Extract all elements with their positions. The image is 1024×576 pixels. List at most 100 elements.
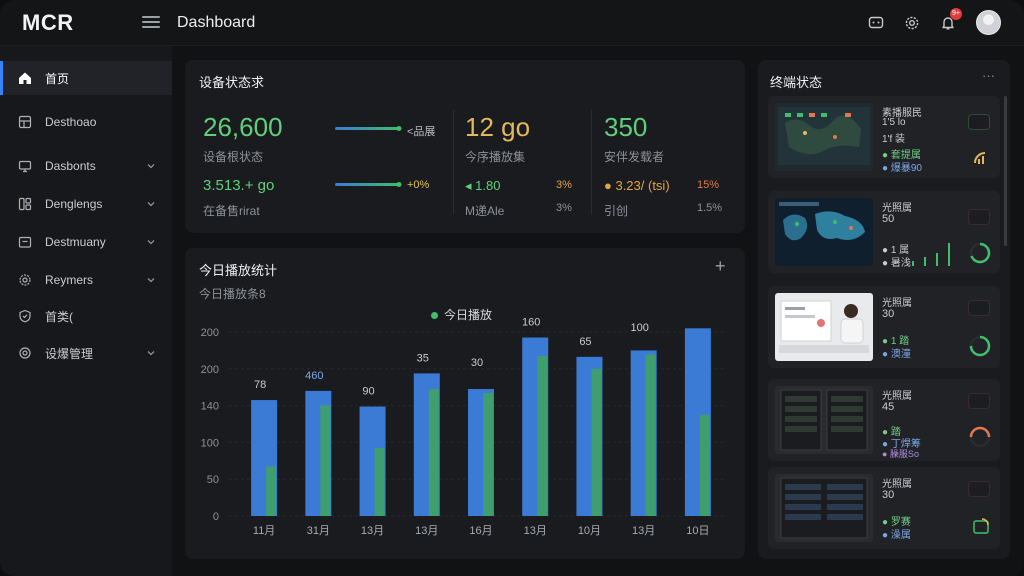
legend-marker (431, 312, 438, 320)
terminal-status: ● 1 踏 (882, 336, 910, 347)
page-title: Dashboard (177, 14, 256, 31)
stat-secondary-label: 引创 (604, 204, 629, 218)
sidebar-item-dasbonts[interactable]: Dasbonts (0, 149, 172, 183)
terminal-item[interactable]: 光照属 45 ● 踏 ● 丁焊筹 ● 臊服So (768, 379, 1000, 461)
progress-ring (969, 242, 991, 264)
terminal-info: 1'f 装 (882, 134, 906, 145)
bar-segment (483, 393, 493, 516)
card-title: 设备状态求 (199, 75, 265, 90)
stat-secondary-label: M递Ale (465, 204, 505, 218)
y-tick-label: 200 (201, 364, 219, 376)
chevron-down-icon (147, 164, 155, 169)
more-options-button[interactable]: ··· (982, 68, 995, 83)
data-label: 78 (254, 379, 266, 391)
message-icon[interactable] (865, 12, 887, 34)
sidebar-item-label: Reymers (45, 273, 94, 287)
data-label: 90 (362, 386, 374, 398)
terminal-item[interactable]: 素播服民 1'5 lo 1'f 装 ● 套提属 ● 爆暴90 (768, 96, 1000, 178)
add-button[interactable]: + (715, 256, 726, 276)
progress-ring (969, 426, 991, 448)
stat-percent: 1.5% (697, 202, 723, 214)
terminal-name: 光照属 (882, 479, 912, 490)
terminal-thumbnail (775, 198, 873, 266)
menu-toggle-icon[interactable] (142, 13, 160, 31)
sidebar-item-home[interactable]: 首页 (0, 61, 172, 95)
sidebar: 首页 Desthoao Dasbonts Denglengs Destmuany… (0, 46, 172, 576)
user-avatar[interactable] (976, 10, 1001, 35)
x-tick-label: 13月 (361, 525, 384, 537)
stat-label: 今序播放集 (465, 150, 526, 164)
sidebar-item-label: Denglengs (45, 197, 103, 211)
terminal-item[interactable]: 光照属 30 ● 1 踏 ● 澳潼 (768, 286, 1000, 368)
sidebar-item-label: 设爆管理 (45, 346, 94, 361)
terminal-thumbnail (775, 103, 873, 171)
sidebar-item-label: Dasbonts (45, 159, 96, 173)
stat-secondary-value: ● 3.23/ (tsi) (604, 178, 670, 193)
sidebar-item-reymers[interactable]: Reymers (0, 263, 172, 297)
data-label: 35 (417, 352, 429, 364)
settings-icon[interactable] (901, 12, 923, 34)
divider (591, 110, 592, 214)
cog-icon (18, 346, 32, 360)
terminal-status: ● 踏 (882, 427, 901, 438)
trend-bar (335, 126, 402, 131)
terminal-status: ● 丁焊筹 (882, 439, 921, 450)
trend-bar (335, 182, 402, 187)
stat-percent: 15% (697, 179, 720, 191)
chevron-down-icon (147, 351, 155, 356)
chevron-down-icon (147, 202, 155, 207)
terminal-action-button[interactable] (968, 481, 990, 497)
sidebar-item-denglengs[interactable]: Denglengs (0, 187, 172, 221)
terminal-thumbnail (775, 386, 873, 454)
chart-legend[interactable]: 今日播放 (431, 306, 492, 323)
sidebar-item-label: Desthoao (45, 115, 97, 129)
data-label: 160 (522, 318, 540, 329)
bar-segment (537, 355, 548, 516)
terminal-name: 光照属 (882, 203, 912, 214)
terminal-action-button[interactable] (968, 393, 990, 409)
scrollbar[interactable] (1004, 96, 1007, 246)
x-tick-label: 10月 (578, 525, 601, 537)
sidebar-item-desthoao[interactable]: Desthoao (0, 105, 172, 139)
stat-value: 26,600 (203, 112, 283, 142)
play-stats-card: 今日播放统计 今日播放条8 + 今日播放 0 50 100 140 200 200 78 11… (185, 248, 745, 559)
bell-icon[interactable] (937, 12, 959, 34)
sidebar-item-label: 首页 (45, 71, 70, 86)
terminal-item[interactable]: 光照属 30 ● 罗赛 ● 澡属 (768, 467, 1000, 549)
stat-label: 设备根状态 (203, 150, 264, 164)
y-tick-label: 140 (201, 401, 219, 413)
terminal-status: ● 套提属 (882, 150, 921, 161)
grid-icon (18, 115, 32, 129)
data-label: 30 (471, 357, 483, 369)
sidebar-item-device-management[interactable]: 设爆管理 (0, 336, 172, 370)
app-logo[interactable]: MCR (22, 10, 74, 35)
chevron-down-icon (147, 278, 155, 283)
terminal-thumbnail (775, 474, 873, 542)
layout-icon (18, 197, 32, 211)
bar-segment (699, 414, 710, 516)
sidebar-item-shoulei[interactable]: 首类( (0, 299, 172, 333)
terminal-action-button[interactable] (968, 209, 990, 225)
home-icon (18, 71, 32, 85)
x-tick-label: 13月 (415, 525, 438, 537)
x-tick-label: 13月 (632, 525, 655, 537)
sparkline-bars (912, 243, 950, 266)
x-tick-label: 13月 (524, 525, 547, 537)
stat-percent: 3% (556, 202, 572, 214)
terminal-name: 光照属 (882, 298, 912, 309)
data-label: 65 (579, 336, 591, 348)
progress-ring (969, 335, 991, 357)
terminal-count: 30 (882, 489, 895, 501)
bar-segment (266, 466, 277, 516)
card-title: 今日播放统计 (199, 263, 278, 278)
signal-icon (973, 518, 989, 534)
sidebar-item-destmuany[interactable]: Destmuany (0, 225, 172, 259)
terminal-count: 50 (882, 213, 895, 225)
terminal-item[interactable]: 光照属 50 ● 1 属 ● 暑浅 (768, 191, 1000, 273)
terminal-action-button[interactable] (968, 114, 990, 130)
y-tick-label: 50 (207, 474, 219, 486)
terminal-action-button[interactable] (968, 300, 990, 316)
x-tick-label: 10日 (686, 525, 709, 537)
bar-chart: 0 50 100 140 200 200 78 11月 460 31月 90 13月 35 13月 30 16… (201, 318, 725, 537)
device-status-card: 设备状态求 26,600 设备根状态 <品展 3.513.+ go 在备售rir… (185, 60, 745, 233)
